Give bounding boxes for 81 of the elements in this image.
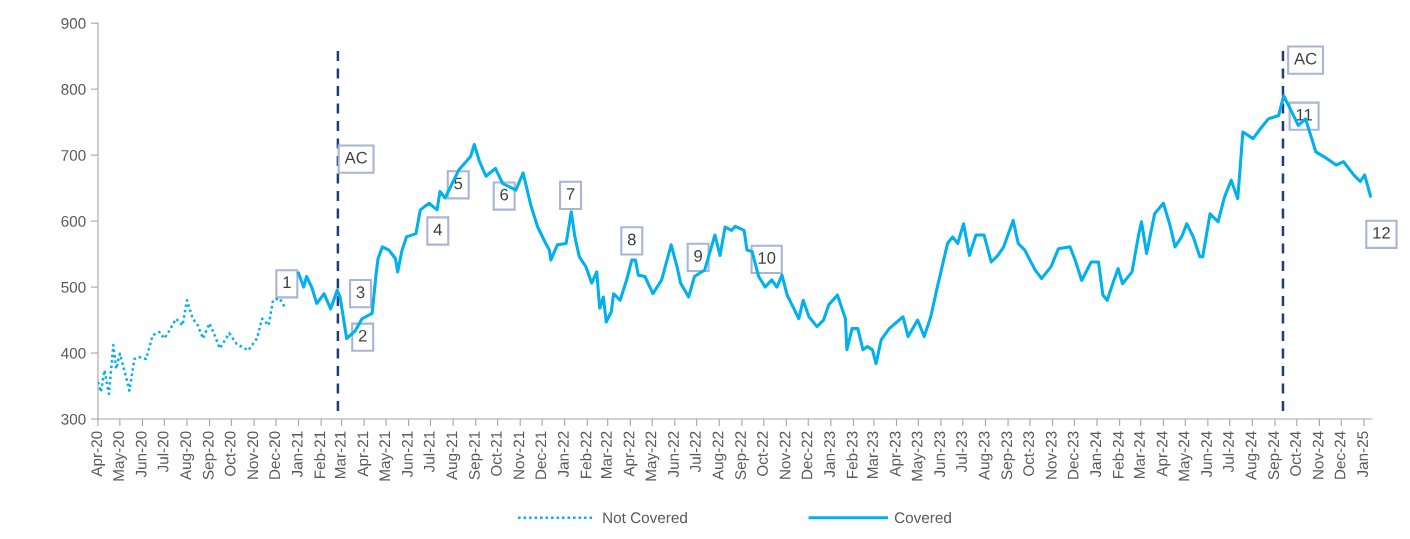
y-tick-label: 400: [61, 347, 86, 359]
y-tick-label: 700: [61, 149, 86, 161]
legend-label: Covered: [894, 511, 951, 524]
x-tick-label: Sep-21: [469, 431, 483, 480]
annotation: 12: [1373, 226, 1390, 239]
x-tick-label: Jun-20: [135, 431, 147, 478]
x-tick-label: Jan-25: [1357, 431, 1369, 478]
annotation: 7: [566, 188, 575, 200]
x-tick-label: Jun-22: [668, 431, 679, 478]
annotation: 3: [356, 286, 365, 299]
annotation: AC: [1294, 52, 1317, 65]
x-tick-label: May-22: [645, 431, 660, 481]
x-tick-label: Jul-20: [157, 431, 169, 473]
x-tick-label: Nov-23: [1045, 431, 1057, 479]
x-tick-label: Sep-24: [1268, 431, 1283, 480]
x-tick-label: Dec-23: [1067, 431, 1079, 479]
x-tick-label: Dec-20: [269, 431, 281, 479]
y-tick-label: 300: [61, 413, 86, 425]
x-tick-label: May-24: [1178, 431, 1193, 481]
x-tick-label: Apr-21: [357, 431, 372, 477]
x-tick-label: Jan-23: [824, 431, 835, 478]
x-tick-label: Oct-21: [490, 431, 502, 476]
x-tick-label: Sep-22: [735, 431, 750, 480]
x-tick-label: Aug-20: [180, 431, 195, 481]
x-tick-label: Mar-22: [601, 431, 612, 478]
x-tick-label: Dec-21: [535, 431, 547, 479]
x-tick-label: Aug-23: [978, 431, 993, 481]
y-tick-label: 900: [61, 18, 86, 29]
x-tick-label: Jul-21: [423, 431, 435, 473]
x-tick-label: May-21: [379, 431, 394, 481]
x-tick-label: Nov-24: [1312, 431, 1324, 479]
annotation: 8: [627, 233, 636, 246]
x-tick-label: Jan-24: [1090, 431, 1102, 478]
x-tick-label: Apr-22: [623, 431, 638, 477]
x-tick-label: Feb-24: [1112, 431, 1124, 478]
x-tick-label: Jan-22: [557, 431, 569, 478]
x-tick-label: Aug-24: [1245, 431, 1260, 481]
x-tick-label: Aug-21: [446, 431, 461, 481]
x-tick-label: Oct-24: [1290, 431, 1301, 476]
annotation: AC: [344, 151, 368, 164]
x-tick-label: Jul-23: [955, 431, 967, 473]
x-tick-label: Jun-24: [1201, 431, 1212, 478]
x-tick-label: Jan-21: [291, 431, 303, 478]
x-tick-label: Dec-24: [1334, 431, 1346, 479]
x-tick-label: Aug-22: [712, 431, 727, 481]
x-tick-label: Feb-21: [314, 431, 326, 478]
x-tick-label: Jun-21: [401, 431, 413, 478]
x-tick-label: Feb-22: [580, 431, 592, 478]
x-tick-label: Mar-21: [334, 431, 346, 478]
x-tick-label: May-20: [113, 431, 127, 481]
x-tick-label: Mar-23: [867, 431, 878, 478]
line-series: [97, 297, 286, 396]
x-tick-label: Nov-20: [247, 431, 259, 479]
x-tick-label: Apr-23: [889, 431, 904, 477]
legend-label: Not Covered: [603, 511, 687, 524]
x-tick-label: Oct-23: [1023, 431, 1035, 476]
x-tick-label: Sep-20: [202, 431, 217, 480]
x-tick-label: Jun-23: [934, 431, 946, 478]
x-tick-label: Oct-20: [224, 431, 236, 476]
annotation: 5: [454, 177, 463, 190]
x-tick-label: Apr-24: [1156, 431, 1171, 477]
x-tick-label: Apr-20: [91, 431, 106, 477]
annotation: 2: [358, 329, 367, 342]
x-tick-label: Mar-24: [1134, 431, 1145, 478]
x-tick-label: Jul-24: [1222, 431, 1234, 473]
x-tick-label: May-23: [911, 431, 926, 481]
x-tick-label: Jul-22: [689, 431, 701, 473]
x-tick-label: Nov-21: [513, 431, 525, 479]
x-tick-label: Nov-22: [779, 431, 791, 479]
x-tick-label: Sep-23: [1001, 431, 1016, 480]
annotation: 6: [500, 188, 509, 201]
x-tick-label: Dec-22: [801, 431, 813, 479]
x-tick-label: Oct-22: [757, 431, 768, 476]
annotation: 9: [694, 250, 702, 262]
y-tick-label: 600: [61, 215, 86, 227]
x-tick-label: Feb-23: [846, 431, 858, 478]
annotation: 4: [433, 223, 442, 236]
annotation: 10: [758, 252, 776, 264]
y-tick-label: 800: [61, 84, 86, 95]
annotation: 1: [283, 276, 291, 289]
y-tick-label: 500: [61, 281, 86, 293]
